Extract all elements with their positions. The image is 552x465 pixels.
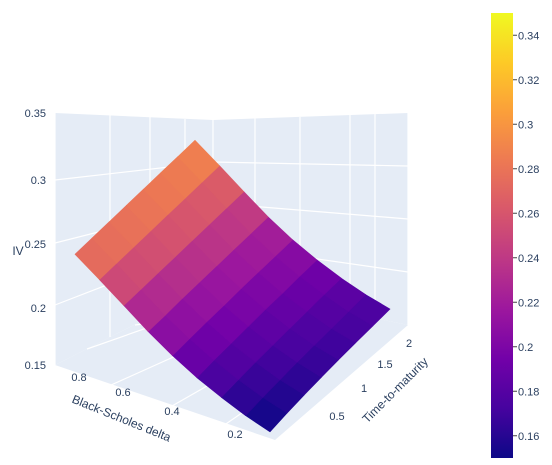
x-tick-label: 0.4: [164, 406, 179, 418]
y-tick-label: 1.5: [377, 359, 392, 371]
y-axis-ticks: 0.5 1 1.5 2: [329, 338, 412, 423]
z-tick-label: 0.15: [25, 360, 46, 372]
colorbar-tick-label: 0.22: [518, 297, 539, 309]
y-tick-label: 1: [361, 383, 367, 395]
x-tick-label: 0.2: [227, 429, 242, 441]
z-tick-label: 0.2: [31, 303, 46, 315]
y-tick-label: 2: [406, 338, 412, 350]
colorbar-ticks: 0.16 0.18 0.2 0.22 0.24 0.26 0.28 0.3 0.32 0.34: [513, 30, 539, 443]
z-axis-title: IV: [12, 244, 23, 258]
colorbar-tick-label: 0.3: [518, 119, 533, 131]
x-axis-ticks: 0.2 0.4 0.6 0.8: [71, 372, 242, 441]
z-tick-label: 0.3: [31, 175, 46, 187]
grid-line: [212, 161, 409, 167]
colorbar-tick-label: 0.34: [518, 30, 539, 42]
z-tick-label: 0.25: [25, 239, 46, 251]
y-axis-title: Time-to-maturity: [359, 354, 430, 425]
colorbar-tick-label: 0.2: [518, 342, 533, 354]
iv-surface: [74, 139, 391, 433]
colorbar-tick-label: 0.24: [518, 253, 539, 265]
x-tick-label: 0.8: [71, 372, 86, 384]
z-axis-ticks: 0.15 0.2 0.25 0.3 0.35: [25, 108, 46, 372]
y-tick-label: 0.5: [329, 411, 344, 423]
colorbar-tick-label: 0.32: [518, 75, 539, 87]
colorbar: 0.16 0.18 0.2 0.22 0.24 0.26 0.28 0.3 0.32 0.34: [491, 13, 539, 458]
x-tick-label: 0.6: [115, 387, 130, 399]
colorbar-gradient: [491, 13, 513, 458]
colorbar-tick-label: 0.28: [518, 164, 539, 176]
colorbar-tick-label: 0.16: [518, 431, 539, 443]
colorbar-tick-label: 0.18: [518, 386, 539, 398]
z-tick-label: 0.35: [25, 108, 46, 120]
surface-patch: [177, 139, 220, 183]
colorbar-tick-label: 0.26: [518, 208, 539, 220]
